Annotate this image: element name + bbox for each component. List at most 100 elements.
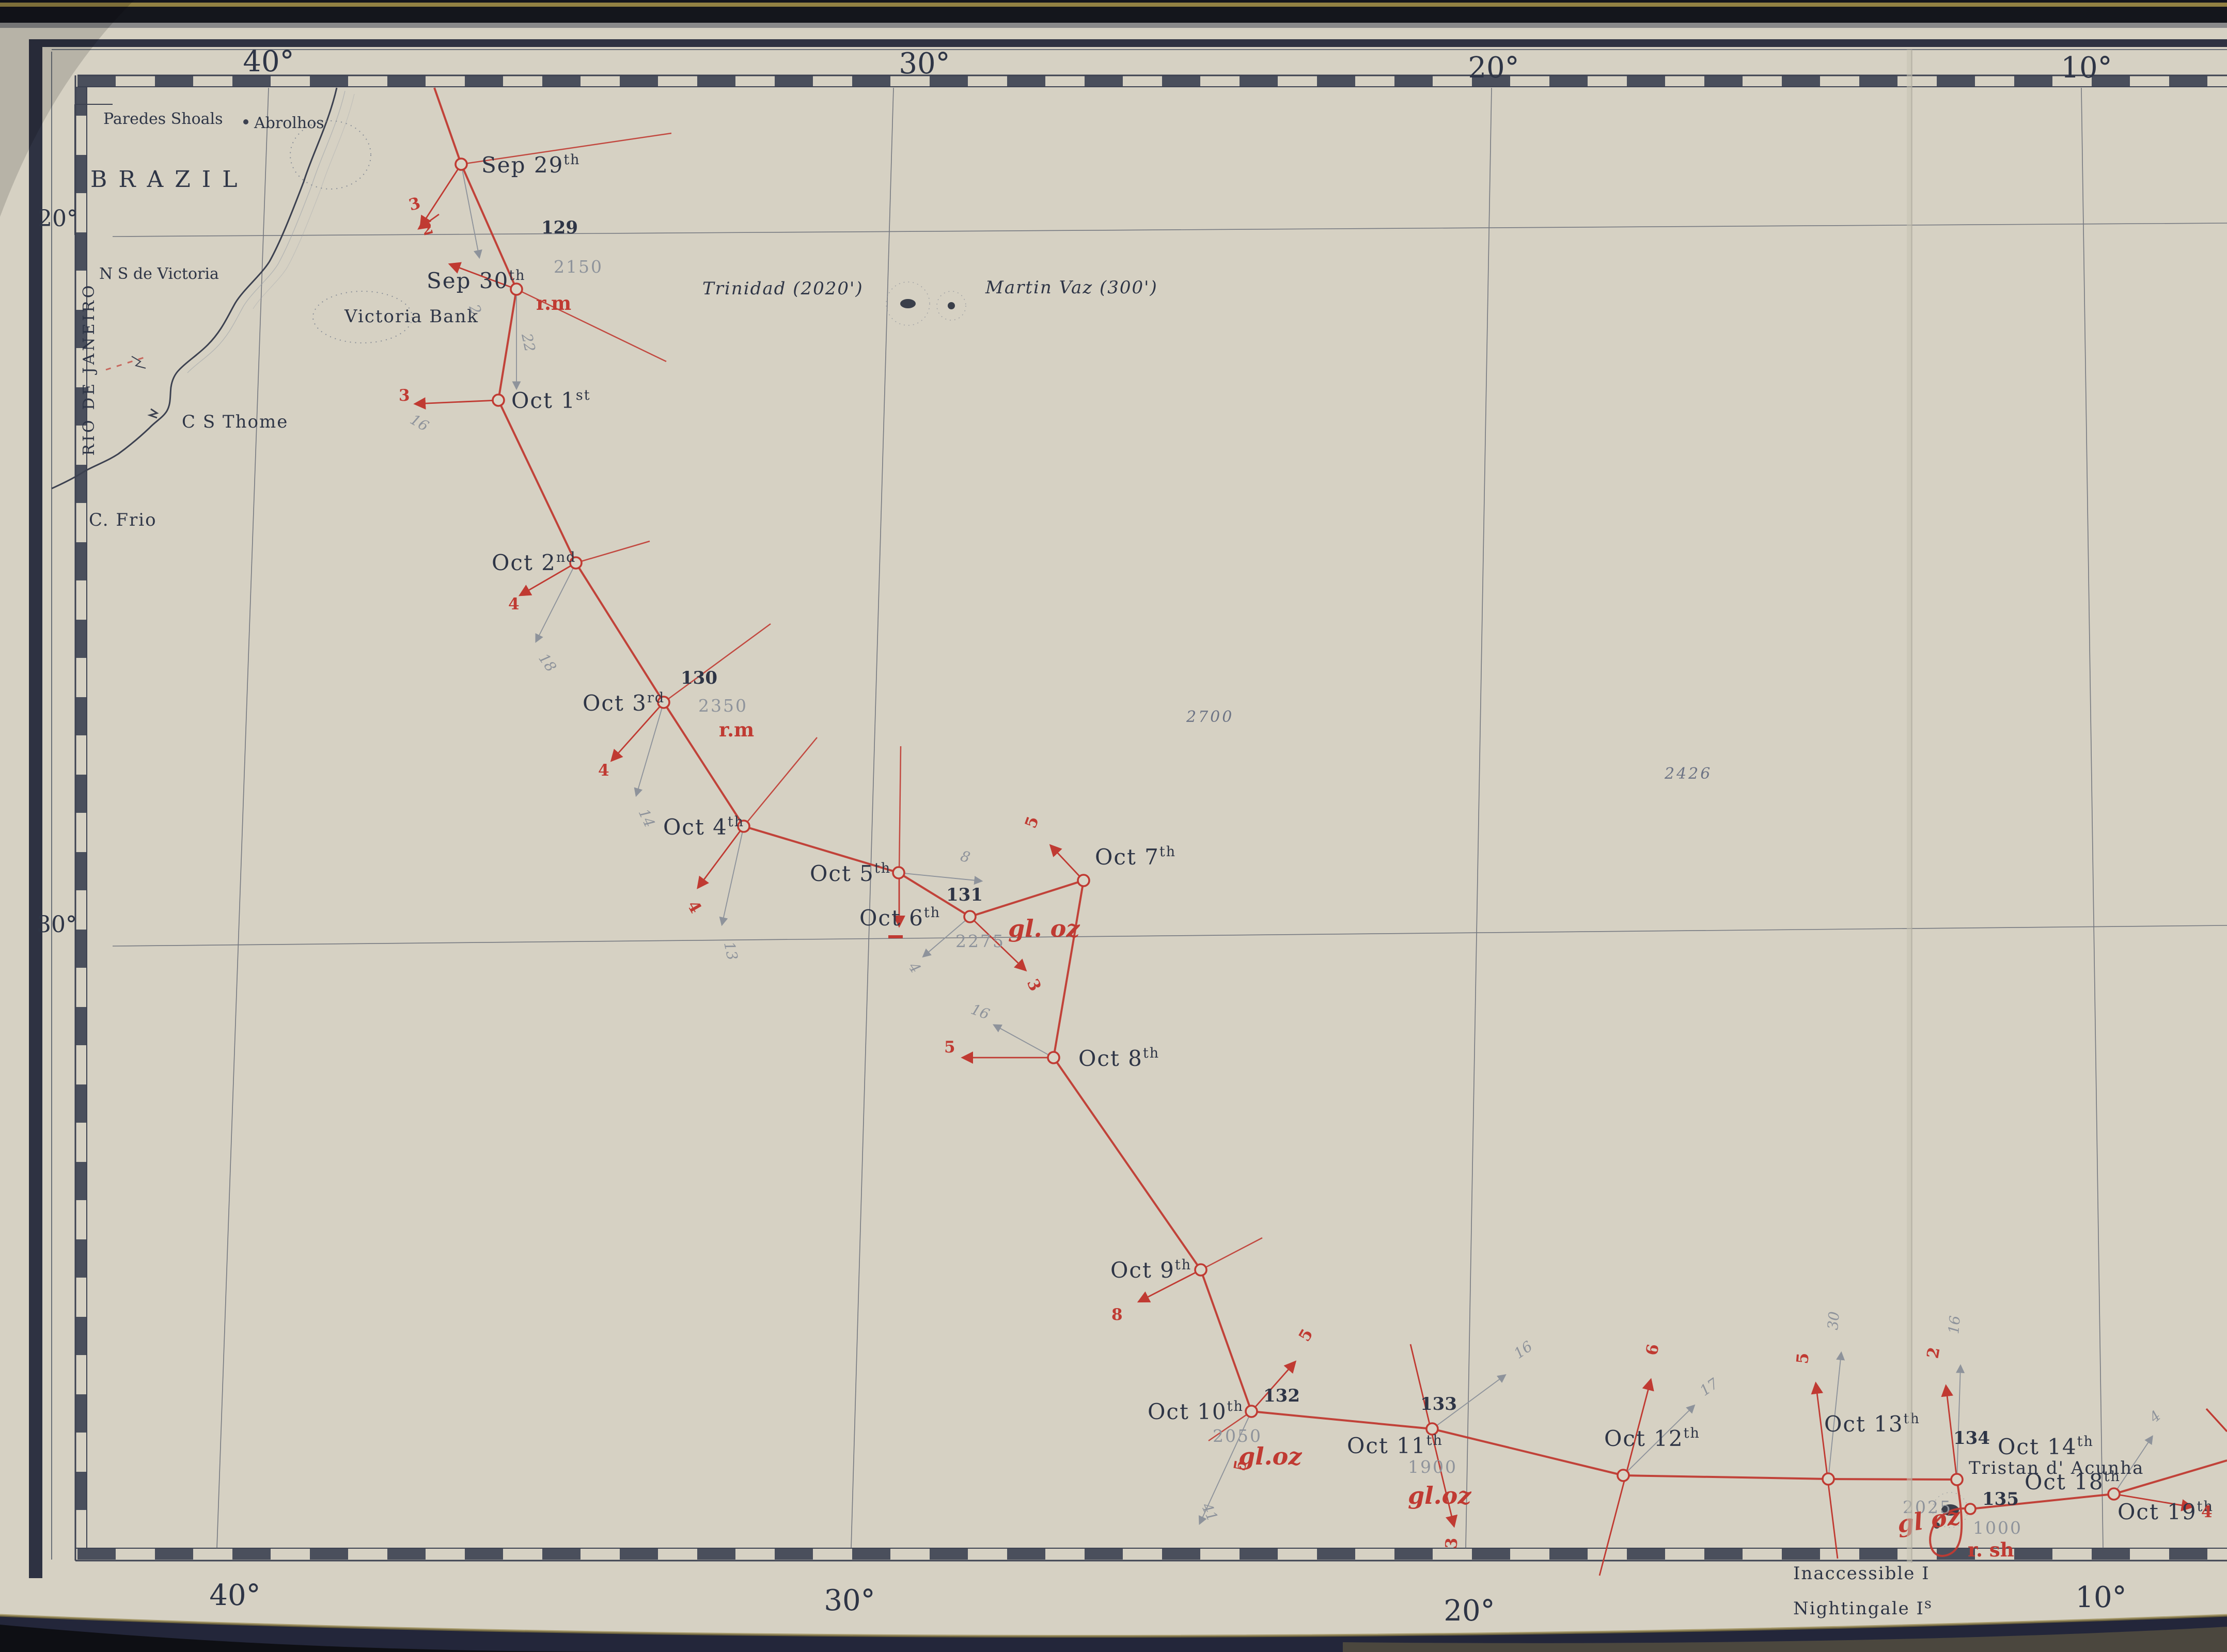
victoria-bank-contour	[312, 291, 413, 343]
drift-arrows-gray	[461, 164, 2153, 1525]
graticule	[112, 87, 2227, 1549]
trinidad-island	[900, 299, 916, 308]
oct9-date: Oct 9th	[1110, 1257, 1191, 1283]
cs-thome-label: C S Thome	[182, 412, 288, 432]
station-135	[1964, 1503, 1977, 1515]
track-branches	[461, 132, 1263, 1442]
outer-border-top	[29, 39, 2227, 47]
sep30-drift-22: 22	[518, 332, 539, 354]
station-sep29	[454, 158, 468, 171]
river-mouth	[131, 356, 146, 369]
station-oct4	[737, 820, 750, 833]
station-oct9	[1194, 1263, 1207, 1277]
oct6-date: Oct 6th	[859, 905, 940, 931]
oct10-date: Oct 10th	[1148, 1398, 1244, 1424]
coast-hachure-2	[253, 93, 355, 309]
station-131-number: 131	[946, 885, 983, 905]
station-129-bottom: r.m	[536, 292, 571, 314]
trinidad-contour	[886, 281, 930, 326]
oct7-date: Oct 7th	[1095, 844, 1176, 870]
place-labels: Paredes Shoals Abrolhos BRAZIL N S de Vi…	[80, 110, 2143, 1619]
oct14-date: Oct 14th	[1998, 1434, 2094, 1459]
page-fold	[1907, 50, 1912, 1563]
meridian-10w	[2081, 87, 2104, 1549]
outer-border-left	[29, 39, 42, 1578]
coast-hachure-1	[187, 90, 346, 373]
bottom-30-label: 30°	[824, 1584, 875, 1617]
station-oct1	[492, 394, 505, 407]
station-oct3	[657, 696, 670, 709]
oct13-current: 5	[1793, 1352, 1813, 1365]
ladder-border	[74, 74, 2227, 1562]
brazil-label: BRAZIL	[90, 166, 248, 193]
station-markers	[454, 158, 2121, 1515]
oct8-date: Oct 8th	[1078, 1045, 1159, 1071]
depth-2700-label: 2700	[1186, 708, 1234, 726]
book-edge-bottom	[0, 1614, 2227, 1652]
station-131-sounding: 2275	[955, 931, 1005, 951]
oct9-current: 8	[1111, 1305, 1123, 1324]
oct19-date: Oct 19th	[2118, 1499, 2214, 1524]
station-oct11	[1425, 1422, 1439, 1436]
paredes-shoals-label: Paredes Shoals	[103, 110, 223, 128]
trinidad-label: Trinidad (2020')	[702, 278, 864, 299]
station-oct5	[892, 866, 905, 879]
oct4-drift: 13	[720, 940, 741, 962]
station-oct2	[569, 556, 583, 570]
oct2-date: Oct 2nd	[492, 549, 576, 575]
station-132-number: 132	[1263, 1386, 1300, 1406]
station-130-number: 130	[681, 668, 717, 688]
book-edge-top	[0, 0, 2227, 28]
meridian-20w	[1465, 87, 1492, 1549]
bottom-20-label: 20°	[1444, 1594, 1495, 1628]
inaccessible-label: Inaccessible I	[1793, 1563, 1930, 1584]
abrolhos-islet	[243, 119, 248, 124]
st134-drift: 16	[1945, 1315, 1964, 1334]
station-129-sounding: 2150	[554, 257, 603, 277]
meridian-30w	[851, 87, 894, 1549]
depth-2426-label: 2426	[1664, 765, 1712, 783]
oct1-date: Oct 1st	[511, 387, 591, 413]
station-134-number: 134	[1953, 1428, 1990, 1449]
oct4-date: Oct 4th	[663, 814, 744, 840]
top-30-label: 30°	[899, 47, 950, 81]
station-131-bottom: gl. oz	[1008, 915, 1080, 942]
parallel-30s	[112, 925, 2227, 947]
oct19-current: 4	[2201, 1503, 2213, 1521]
bottom-10-label: 10°	[2075, 1581, 2126, 1614]
oct11-current: 3	[1442, 1537, 1462, 1550]
station-oct18	[2107, 1487, 2121, 1501]
graticule-labels: 40° 30° 20° 10° 40° 30° 20° 10° 20° 30°	[37, 45, 2127, 1628]
sep29-date: Sep 29th	[481, 152, 581, 178]
nightingale-label: Nightingale Is	[1793, 1596, 1933, 1619]
sep30-date: Sep 30th	[427, 268, 526, 293]
station-133-number: 133	[1420, 1394, 1457, 1414]
rio-de-janeiro-label: RIO DE JANEIRO	[80, 283, 98, 456]
track-stray-segment	[2205, 1408, 2227, 1433]
station-oct13	[1822, 1472, 1835, 1486]
c-frio-label: C. Frio	[89, 510, 157, 530]
station-oct10	[1245, 1405, 1258, 1418]
oct3-date: Oct 3rd	[583, 690, 665, 716]
victoria-bank-label: Victoria Bank	[344, 306, 479, 327]
oct8-current: 5	[944, 1038, 955, 1057]
station-132-sounding: 2050	[1213, 1426, 1262, 1446]
station-135-bottom: r. sh	[1968, 1538, 2014, 1561]
oct1-current: 3	[399, 386, 410, 405]
station-oct12	[1617, 1469, 1630, 1482]
top-20-label: 20°	[1468, 51, 1519, 85]
parallel-20s	[112, 223, 2227, 237]
left-30-label: 30°	[37, 911, 77, 938]
left-20-label: 20°	[38, 206, 78, 232]
station-133-sounding: 1900	[1408, 1457, 1457, 1477]
ns-victoria-label: N S de Victoria	[99, 265, 219, 283]
oct11-date: Oct 11th	[1347, 1433, 1443, 1458]
top-40-label: 40°	[243, 45, 294, 78]
martin-vaz-island	[948, 302, 955, 309]
station-134	[1950, 1473, 1964, 1486]
station-135-number: 135	[1982, 1489, 2019, 1509]
